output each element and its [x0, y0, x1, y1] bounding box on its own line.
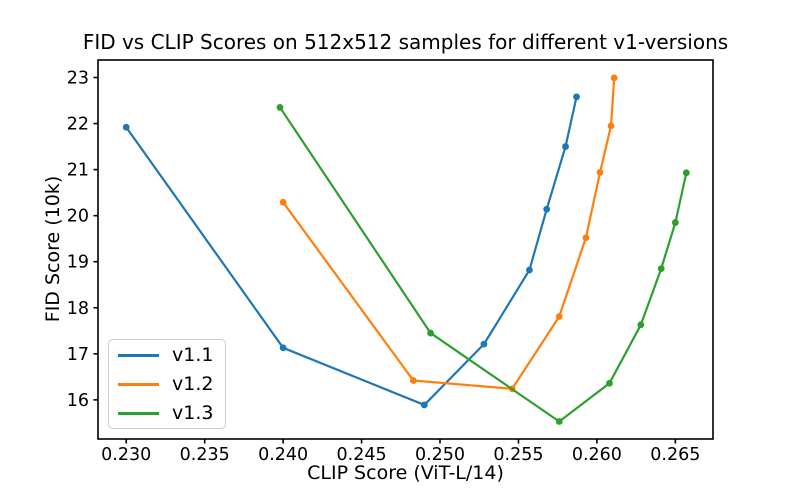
legend-item-v1.1: v1.1	[118, 341, 225, 369]
data-point-v1.2	[607, 122, 615, 130]
x-axis-label: CLIP Score (ViT-L/14)	[307, 462, 504, 484]
data-point-v1.2	[555, 313, 563, 320]
legend-label: v1.1	[172, 343, 214, 366]
data-point-v1.3	[555, 418, 563, 425]
series-line-v1.2	[282, 76, 616, 390]
y-tick-label: 16	[67, 391, 89, 411]
data-point-v1.1	[526, 266, 533, 274]
data-point-v1.1	[480, 340, 488, 348]
data-point-v1.1	[562, 143, 569, 150]
data-point-v1.1	[122, 123, 130, 131]
data-point-v1.1	[543, 205, 551, 213]
x-tick-label: 0.265	[650, 445, 700, 465]
y-tick-label: 22	[67, 115, 89, 135]
axes-spines	[97, 59, 714, 440]
x-tick-label: 0.230	[101, 445, 151, 465]
y-tick-label: 21	[67, 161, 89, 181]
data-point-v1.1	[420, 401, 428, 409]
data-point-v1.2	[596, 168, 604, 176]
x-tick-label: 0.255	[493, 445, 543, 465]
data-point-v1.1	[573, 93, 580, 101]
data-point-v1.3	[682, 169, 690, 177]
legend-label: v1.2	[172, 372, 214, 395]
x-tick-label: 0.245	[337, 445, 387, 465]
legend-item-v1.2: v1.2	[118, 370, 225, 398]
x-tick-label: 0.260	[572, 445, 622, 465]
series-line-v1.3	[278, 106, 688, 423]
data-point-v1.3	[671, 219, 679, 226]
data-point-v1.2	[582, 234, 590, 242]
x-tick-label: 0.240	[258, 445, 308, 465]
data-point-v1.2	[610, 74, 618, 82]
data-point-v1.3	[276, 104, 284, 111]
legend: v1.1 v1.2 v1.3	[108, 339, 226, 429]
legend-line-sample	[118, 411, 159, 415]
y-tick-label: 23	[67, 68, 89, 88]
x-tick-label: 0.235	[180, 445, 230, 465]
data-point-v1.3	[637, 321, 645, 329]
legend-line-sample	[118, 382, 159, 386]
y-tick-label: 18	[67, 299, 89, 319]
data-point-v1.3	[657, 265, 665, 273]
x-tick-label: 0.250	[415, 445, 465, 465]
legend-label: v1.3	[172, 401, 214, 424]
data-point-v1.3	[427, 329, 435, 337]
legend-line-sample	[118, 353, 159, 357]
chart-title: FID vs CLIP Scores on 512x512 samples fo…	[82, 30, 729, 54]
y-tick-label: 19	[67, 253, 89, 273]
series-line-v1.1	[125, 95, 578, 407]
data-point-v1.3	[606, 379, 613, 387]
data-point-v1.2	[279, 198, 287, 206]
y-tick-label: 17	[67, 345, 89, 365]
data-point-v1.2	[409, 377, 417, 384]
data-point-v1.1	[279, 344, 287, 352]
legend-item-v1.3: v1.3	[118, 399, 225, 427]
y-tick-label: 20	[67, 207, 89, 227]
